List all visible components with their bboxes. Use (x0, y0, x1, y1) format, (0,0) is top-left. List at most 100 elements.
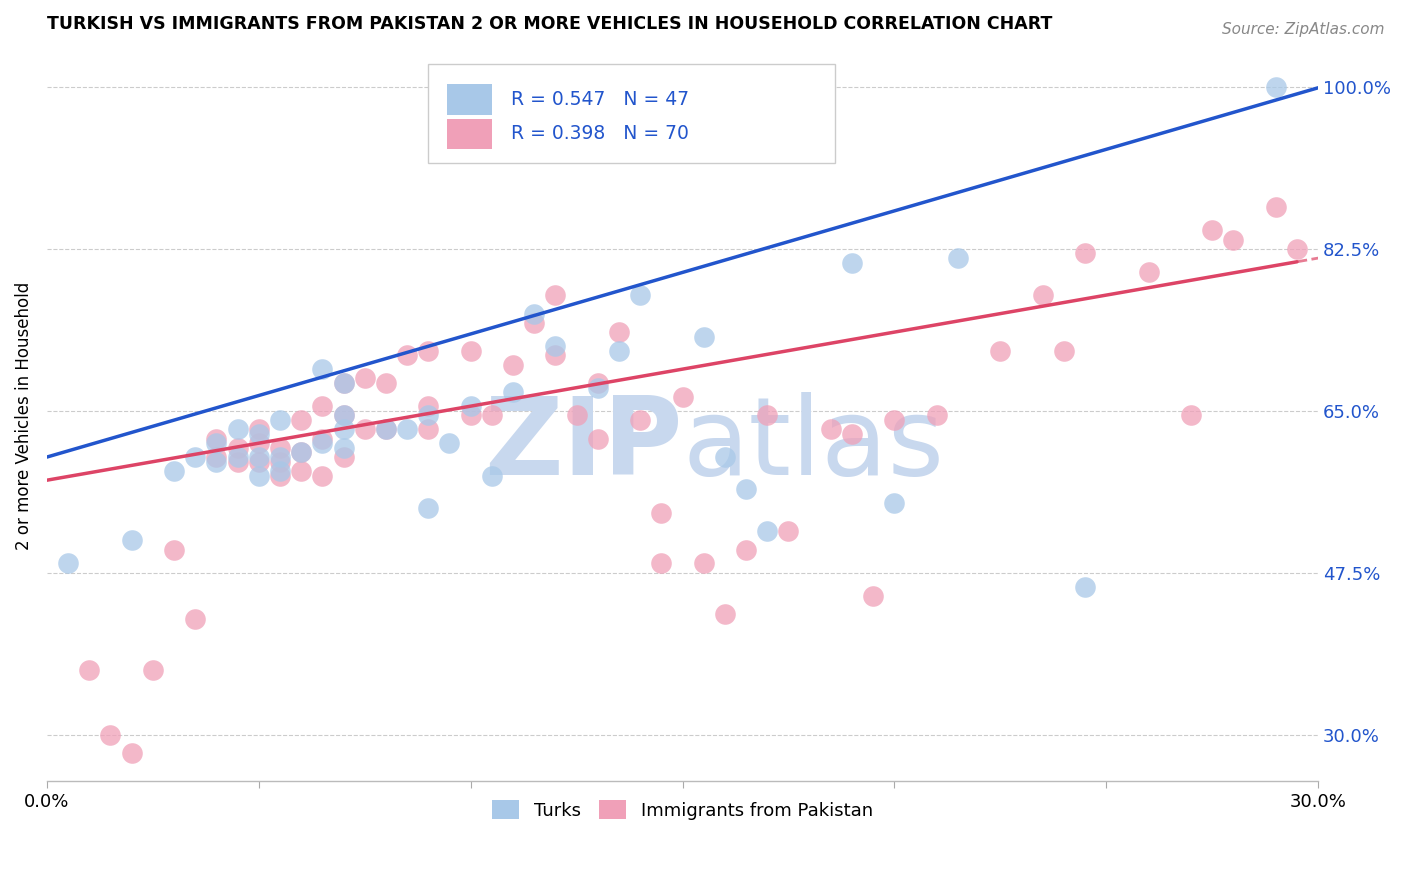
Point (247, 450, 270, 464)
Point (778, 524, 800, 538)
Point (883, 496, 905, 510)
FancyBboxPatch shape (447, 119, 492, 149)
Point (247, 422, 270, 436)
Point (332, 450, 354, 464)
Point (332, 409, 354, 423)
Point (269, 413, 291, 427)
Point (374, 376, 396, 390)
Point (269, 464, 291, 478)
Point (439, 436, 461, 450)
Point (841, 426, 863, 441)
Point (1264, 200, 1286, 214)
Point (607, 325, 630, 339)
Point (862, 589, 884, 603)
Point (544, 339, 567, 353)
Point (247, 455, 270, 469)
Point (311, 468, 333, 483)
FancyBboxPatch shape (429, 64, 835, 163)
Point (1201, 223, 1223, 237)
Point (374, 422, 396, 436)
Point (586, 381, 609, 395)
Point (290, 445, 312, 459)
Point (311, 362, 333, 376)
Point (418, 422, 440, 436)
Point (226, 450, 249, 464)
Point (269, 468, 291, 483)
Point (247, 426, 270, 441)
Point (418, 399, 440, 413)
Point (311, 399, 333, 413)
Point (184, 612, 207, 626)
Point (650, 506, 672, 520)
Point (121, 746, 143, 760)
Text: Source: ZipAtlas.com: Source: ZipAtlas.com (1222, 22, 1385, 37)
Legend: Turks, Immigrants from Pakistan: Turks, Immigrants from Pakistan (485, 793, 880, 827)
Point (311, 432, 333, 446)
Point (1032, 288, 1054, 302)
Point (418, 409, 440, 423)
Point (396, 348, 419, 362)
Point (247, 468, 270, 483)
Point (502, 358, 524, 372)
Point (332, 376, 354, 390)
Point (332, 441, 354, 455)
Point (163, 464, 186, 478)
Point (988, 343, 1011, 358)
Point (756, 409, 779, 423)
Point (692, 557, 714, 571)
Y-axis label: 2 or more Vehicles in Household: 2 or more Vehicles in Household (15, 281, 32, 549)
Point (290, 464, 312, 478)
Point (247, 436, 270, 450)
Point (523, 307, 546, 321)
Point (205, 455, 228, 469)
Point (586, 432, 609, 446)
Point (1264, 79, 1286, 94)
Point (1074, 580, 1097, 594)
Point (565, 409, 588, 423)
Text: R = 0.547   N = 47: R = 0.547 N = 47 (510, 90, 689, 109)
Point (77, 663, 100, 677)
Point (714, 450, 737, 464)
Point (692, 330, 714, 344)
Point (226, 422, 249, 436)
Point (269, 450, 291, 464)
Text: TURKISH VS IMMIGRANTS FROM PAKISTAN 2 OR MORE VEHICLES IN HOUSEHOLD CORRELATION : TURKISH VS IMMIGRANTS FROM PAKISTAN 2 OR… (46, 15, 1052, 33)
Point (1285, 242, 1308, 256)
Point (396, 422, 419, 436)
Point (460, 343, 482, 358)
Point (544, 288, 567, 302)
Point (121, 533, 143, 548)
Point (353, 371, 375, 385)
Point (353, 422, 375, 436)
Point (332, 422, 354, 436)
Text: ZIP: ZIP (484, 392, 682, 498)
Point (1137, 265, 1160, 279)
Point (332, 376, 354, 390)
Point (290, 445, 312, 459)
Point (544, 348, 567, 362)
Point (586, 376, 609, 390)
Text: atlas: atlas (682, 392, 945, 498)
Point (205, 432, 228, 446)
Point (671, 390, 693, 404)
Point (205, 436, 228, 450)
Point (226, 441, 249, 455)
Point (946, 251, 969, 265)
Point (820, 422, 842, 436)
Point (628, 288, 651, 302)
Point (226, 455, 249, 469)
Point (205, 450, 228, 464)
Point (56, 557, 79, 571)
Point (841, 256, 863, 270)
Point (418, 500, 440, 515)
Point (1180, 409, 1202, 423)
Point (460, 409, 482, 423)
Point (502, 385, 524, 400)
Point (142, 663, 165, 677)
Point (418, 343, 440, 358)
Point (184, 450, 207, 464)
Text: R = 0.398   N = 70: R = 0.398 N = 70 (510, 124, 689, 144)
Point (650, 557, 672, 571)
Point (481, 409, 503, 423)
Point (332, 409, 354, 423)
